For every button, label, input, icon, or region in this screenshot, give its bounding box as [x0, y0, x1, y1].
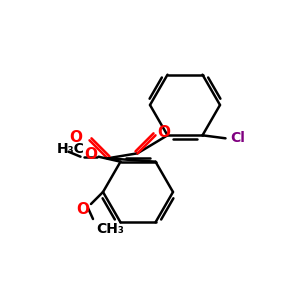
Text: O: O — [76, 202, 89, 217]
Text: Cl: Cl — [230, 131, 245, 145]
Text: O: O — [84, 147, 97, 162]
Text: O: O — [158, 125, 170, 140]
Text: H₃C: H₃C — [56, 142, 84, 156]
Text: CH₃: CH₃ — [96, 222, 124, 236]
Text: O: O — [69, 130, 82, 145]
